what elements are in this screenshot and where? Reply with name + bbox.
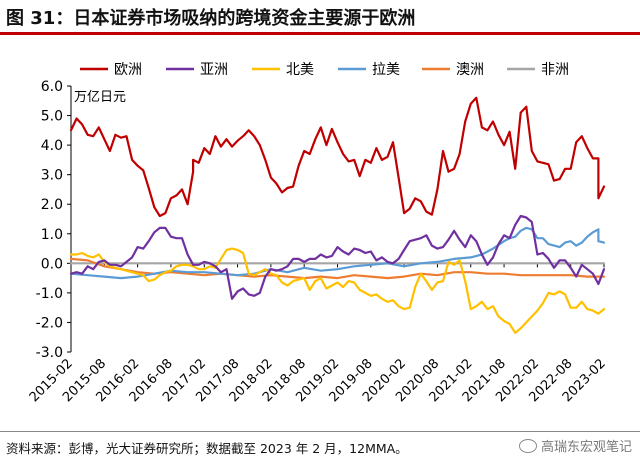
title-bar: 图 31：日本证券市场吸纳的跨境资金主要源于欧洲 [0,0,640,33]
y-tick-label: 2.0 [41,197,63,213]
figure-title: 图 31：日本证券市场吸纳的跨境资金主要源于欧洲 [6,8,416,29]
y-tick-label: 4.0 [41,138,63,154]
y-tick-label: -2.0 [36,315,63,331]
watermark-text: 高瑞东宏观笔记 [540,440,632,455]
legend-label: 非洲 [541,62,569,78]
legend-label: 拉美 [372,62,400,78]
plot-area [69,96,606,334]
series-line-欧洲 [69,96,606,218]
legend-label: 欧洲 [114,62,142,78]
watermark: 高瑞东宏观笔记 [518,436,632,455]
y-tick-label: 0.0 [41,256,63,272]
y-tick-label: -1.0 [36,286,63,302]
y-tick-label: 3.0 [41,168,63,184]
title-rule [0,32,640,35]
source-rule [0,431,640,432]
legend-label: 亚洲 [200,62,228,78]
y-tick-label: 6.0 [41,79,63,95]
y-tick-label: 1.0 [41,227,63,243]
y-axis-label: 万亿日元 [74,90,126,105]
series-line-拉美 [69,226,606,280]
chart-legend: 欧洲 亚洲 北美 拉美 澳洲 非洲 [80,62,569,78]
legend-label: 澳洲 [456,62,484,78]
legend-label: 北美 [286,62,314,78]
series-line-北美 [69,247,606,334]
chart-axes: 6.05.04.03.02.01.00.0-1.0-2.0-3.02015-02… [27,79,609,405]
y-tick-label: -3.0 [36,345,63,361]
source-note: 资料来源：彭博，光大证券研究所；数据截至 2023 年 2 月，12MMA。 [6,441,408,456]
wechat-icon [518,439,537,453]
line-chart: 欧洲 亚洲 北美 拉美 澳洲 非洲 万亿日元 6.0 5.0 4.0 3.0 2.0 1.0 0.0 -… [27,62,609,405]
series-line-亚洲 [69,214,606,300]
y-tick-label: 5.0 [41,109,63,125]
